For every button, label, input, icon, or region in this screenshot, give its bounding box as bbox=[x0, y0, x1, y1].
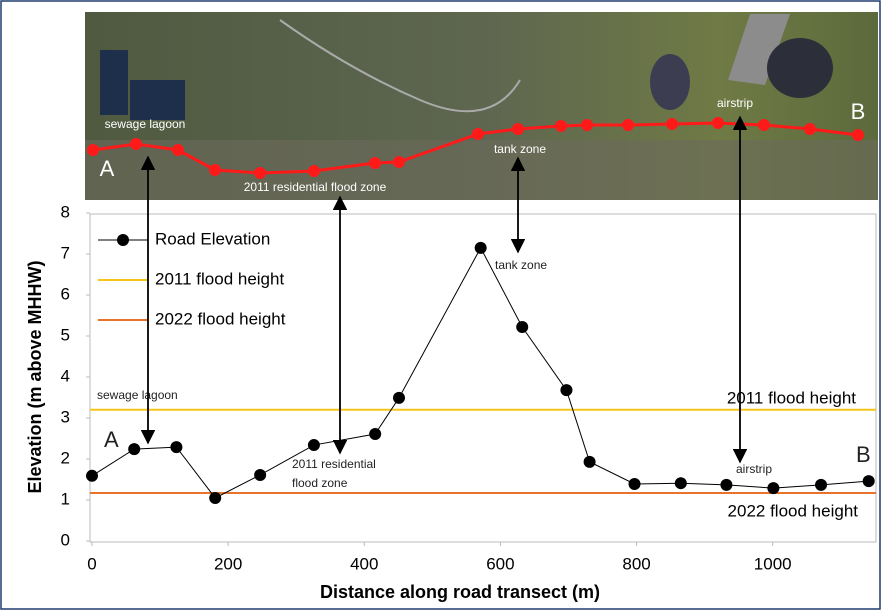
page: sewage lagoon A 2011 residential flood z… bbox=[0, 0, 881, 610]
data-point bbox=[560, 384, 572, 396]
x-tick-label: 400 bbox=[350, 554, 378, 573]
photo-label: airstrip bbox=[717, 96, 753, 110]
legend-label: 2022 flood height bbox=[155, 309, 286, 328]
data-point bbox=[584, 456, 596, 468]
photo-label: B bbox=[851, 99, 866, 124]
annotation: A bbox=[104, 427, 119, 452]
annotation: airstrip bbox=[736, 462, 772, 476]
annotation: sewage lagoon bbox=[97, 388, 178, 402]
data-point bbox=[863, 475, 875, 487]
legend-swatch bbox=[117, 234, 129, 246]
data-point bbox=[170, 441, 182, 453]
data-point bbox=[308, 439, 320, 451]
data-point bbox=[720, 479, 732, 491]
data-point bbox=[475, 242, 487, 254]
reference-label: 2022 flood height bbox=[728, 501, 859, 520]
y-tick-label: 4 bbox=[61, 366, 70, 385]
data-point bbox=[254, 469, 266, 481]
x-tick-label: 0 bbox=[87, 554, 96, 573]
y-tick-label: 6 bbox=[61, 284, 70, 303]
annotation: B bbox=[856, 442, 871, 467]
data-point bbox=[369, 428, 381, 440]
data-point bbox=[393, 392, 405, 404]
y-tick-label: 0 bbox=[61, 530, 70, 549]
x-tick-label: 800 bbox=[622, 554, 650, 573]
y-tick-label: 8 bbox=[61, 202, 70, 221]
y-axis-title: Elevation (m above MHHW) bbox=[25, 260, 45, 493]
photo-label: A bbox=[100, 156, 115, 181]
y-tick-label: 7 bbox=[61, 243, 70, 262]
x-axis-title: Distance along road transect (m) bbox=[320, 582, 600, 602]
data-point bbox=[767, 482, 779, 494]
data-point bbox=[209, 492, 221, 504]
x-tick-label: 1000 bbox=[754, 554, 792, 573]
aerial-photo: sewage lagoon A 2011 residential flood z… bbox=[85, 12, 878, 200]
y-tick-label: 5 bbox=[61, 325, 70, 344]
y-tick-label: 3 bbox=[61, 407, 70, 426]
x-tick-label: 600 bbox=[486, 554, 514, 573]
data-point bbox=[128, 443, 140, 455]
annotation: tank zone bbox=[495, 258, 547, 272]
data-point bbox=[86, 470, 98, 482]
legend-label: 2011 flood height bbox=[155, 269, 284, 288]
annotation: flood zone bbox=[292, 476, 348, 490]
data-point bbox=[815, 479, 827, 491]
annotation: 2011 residential bbox=[292, 457, 376, 471]
y-tick-label: 2 bbox=[61, 448, 70, 467]
data-point bbox=[675, 477, 687, 489]
photo-label: 2011 residential flood zone bbox=[244, 180, 387, 194]
data-point bbox=[516, 321, 528, 333]
legend-label: Road Elevation bbox=[155, 229, 270, 248]
figure: sewage lagoon A 2011 residential flood z… bbox=[0, 0, 881, 610]
reference-label: 2011 flood height bbox=[727, 388, 856, 407]
photo-label: tank zone bbox=[494, 142, 546, 156]
data-point bbox=[629, 478, 641, 490]
x-tick-label: 200 bbox=[214, 554, 242, 573]
photo-label: sewage lagoon bbox=[105, 117, 186, 131]
y-tick-label: 1 bbox=[61, 489, 70, 508]
